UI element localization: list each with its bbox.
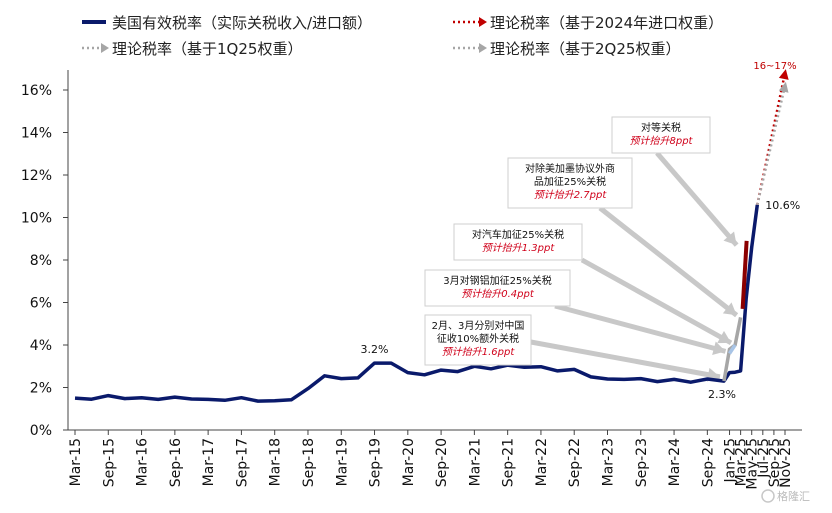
x-tick-label: Mar-23 (601, 438, 617, 486)
x-tick-label: Mar-17 (201, 438, 217, 486)
series-line-5 (756, 85, 787, 206)
annotation-arrow-head (717, 330, 732, 344)
y-tick-label: 12% (21, 168, 52, 184)
annotation-impact: 预计抬升1.6ppt (442, 346, 516, 358)
legend-label-theory-2q25: 理论税率（基于2Q25权重） (490, 40, 680, 58)
end-label-value: 16~17% (753, 61, 796, 72)
legend: 美国有效税率（实际关税收入/进口额） 理论税率（基于2024年进口权重） 理论税… (82, 14, 723, 58)
legend-item-theory-2024: 理论税率（基于2024年进口权重） (453, 14, 723, 32)
y-tick-label: 14% (21, 126, 52, 142)
annotation-arrow-head (723, 231, 737, 246)
annotation-arrow-shaft (580, 257, 733, 346)
watermark: 格隆汇 (761, 489, 810, 503)
annotation-impact: 预计抬升1.3ppt (482, 242, 556, 254)
x-tick-label: Mar-15 (68, 438, 84, 486)
annotation-box (507, 157, 633, 209)
x-tick-label: May-25 (745, 438, 761, 490)
data-label-value: 3.2% (361, 343, 389, 356)
annotation-arrow-head (712, 341, 726, 356)
y-tick-label: 10% (21, 211, 52, 227)
annotation-arrows (519, 151, 739, 382)
y-tick-label: 16% (21, 83, 52, 99)
x-tick-label: Mar-22 (534, 438, 550, 486)
x-tick-label: Jul-25 (756, 438, 772, 479)
annotation-box (424, 314, 532, 366)
annotation-box (611, 116, 711, 154)
x-tick-label: Jan-25 (723, 438, 739, 483)
annotation-box (424, 269, 571, 307)
annotation-arrow-shaft (655, 151, 739, 247)
x-tick-label: Sep-22 (567, 438, 583, 487)
x-tick-label: Mar-24 (667, 438, 683, 486)
x-tick-label: Sep-17 (234, 438, 250, 487)
x-ticks: Mar-15 Sep-15 Mar-16 Sep-16 Mar-17 Sep-17 Mar-… (68, 430, 794, 490)
legend-item-theory-2q25: 理论税率（基于2Q25权重） (453, 40, 680, 58)
series-lines (74, 69, 789, 403)
x-tick-label: Sep-25 (767, 438, 783, 487)
legend-item-effective: 美国有效税率（实际关税收入/进口额） (82, 14, 372, 32)
x-tick-label: Mar-16 (135, 438, 151, 486)
x-tick-label: Mar-25 (734, 438, 750, 486)
annotation-line: 品加征25%关税 (534, 175, 606, 188)
watermark-logo-icon (761, 489, 775, 503)
legend-label-effective: 美国有效税率（实际关税收入/进口额） (112, 14, 372, 32)
annotation-arrow-shaft (554, 303, 727, 354)
y-tick-label: 8% (30, 253, 52, 269)
x-tick-label: Sep-23 (634, 438, 650, 487)
annotation-title: 对等关税 (641, 121, 681, 134)
legend-item-theory-1q25: 理论税率（基于1Q25权重） (82, 40, 302, 58)
x-tick-label: Mar-18 (268, 438, 284, 486)
y-ticks: 0% 2% 4% 6% 8% 10% 12% 14% 16% (21, 83, 68, 439)
series-line-2 (728, 344, 737, 355)
x-tick-label: Nov-25 (778, 438, 794, 488)
x-tick-label: Sep-21 (501, 438, 517, 487)
legend-label-theory-2024: 理论税率（基于2024年进口权重） (490, 14, 723, 32)
series-line-3 (740, 240, 749, 309)
x-tick-label: Mar-20 (401, 438, 417, 486)
data-label-value: 2.3% (708, 388, 736, 401)
annotation-line: 征收10%额外关税 (437, 332, 519, 345)
watermark-text: 格隆汇 (777, 489, 810, 503)
x-tick-label: Sep-19 (368, 438, 384, 487)
x-tick-label: Mar-19 (334, 438, 350, 486)
y-tick-label: 6% (30, 296, 52, 312)
y-tick-label: 4% (30, 338, 52, 354)
x-tick-label: Sep-24 (700, 438, 716, 487)
axes (67, 70, 802, 431)
annotation-arrow-shaft (519, 337, 721, 380)
x-tick-label: Sep-15 (101, 438, 117, 487)
data-labels: 3.2% 2.3% 10.6% 16~17% (361, 61, 801, 401)
series-arrowhead-4 (778, 69, 789, 80)
annotation-impact: 预计抬升2.7ppt (534, 189, 608, 201)
annotation-title: 对汽车加征25%关税 (472, 228, 564, 241)
annotation-boxes: 对等关税预计抬升8ppt对除美加墨协议外商品加征25%关税预计抬升2.7ppt对… (424, 116, 711, 366)
x-tick-label: Sep-18 (301, 438, 317, 487)
data-label-value: 10.6% (765, 199, 800, 212)
series-arrowhead-5 (778, 81, 789, 93)
annotation-impact: 预计抬升0.4ppt (461, 288, 535, 300)
series-line-0 (74, 204, 760, 403)
annotation-title: 2月、3月分别对中国 (432, 319, 525, 332)
legend-label-theory-1q25: 理论税率（基于1Q25权重） (112, 40, 302, 58)
x-tick-label: Sep-16 (168, 438, 184, 487)
y-tick-label: 2% (30, 381, 52, 397)
annotation-box (453, 223, 583, 261)
annotation-impact: 预计抬升8ppt (630, 135, 694, 147)
annotation-title: 对除美加墨协议外商 (525, 162, 615, 175)
annotation-arrow-head (722, 302, 737, 316)
x-tick-label: Mar-21 (467, 438, 483, 486)
x-tick-label: Sep-20 (434, 438, 450, 487)
annotation-arrow-shaft (598, 206, 739, 318)
y-tick-label: 0% (30, 423, 52, 439)
annotation-title: 3月对钢铝加征25%关税 (443, 274, 552, 287)
